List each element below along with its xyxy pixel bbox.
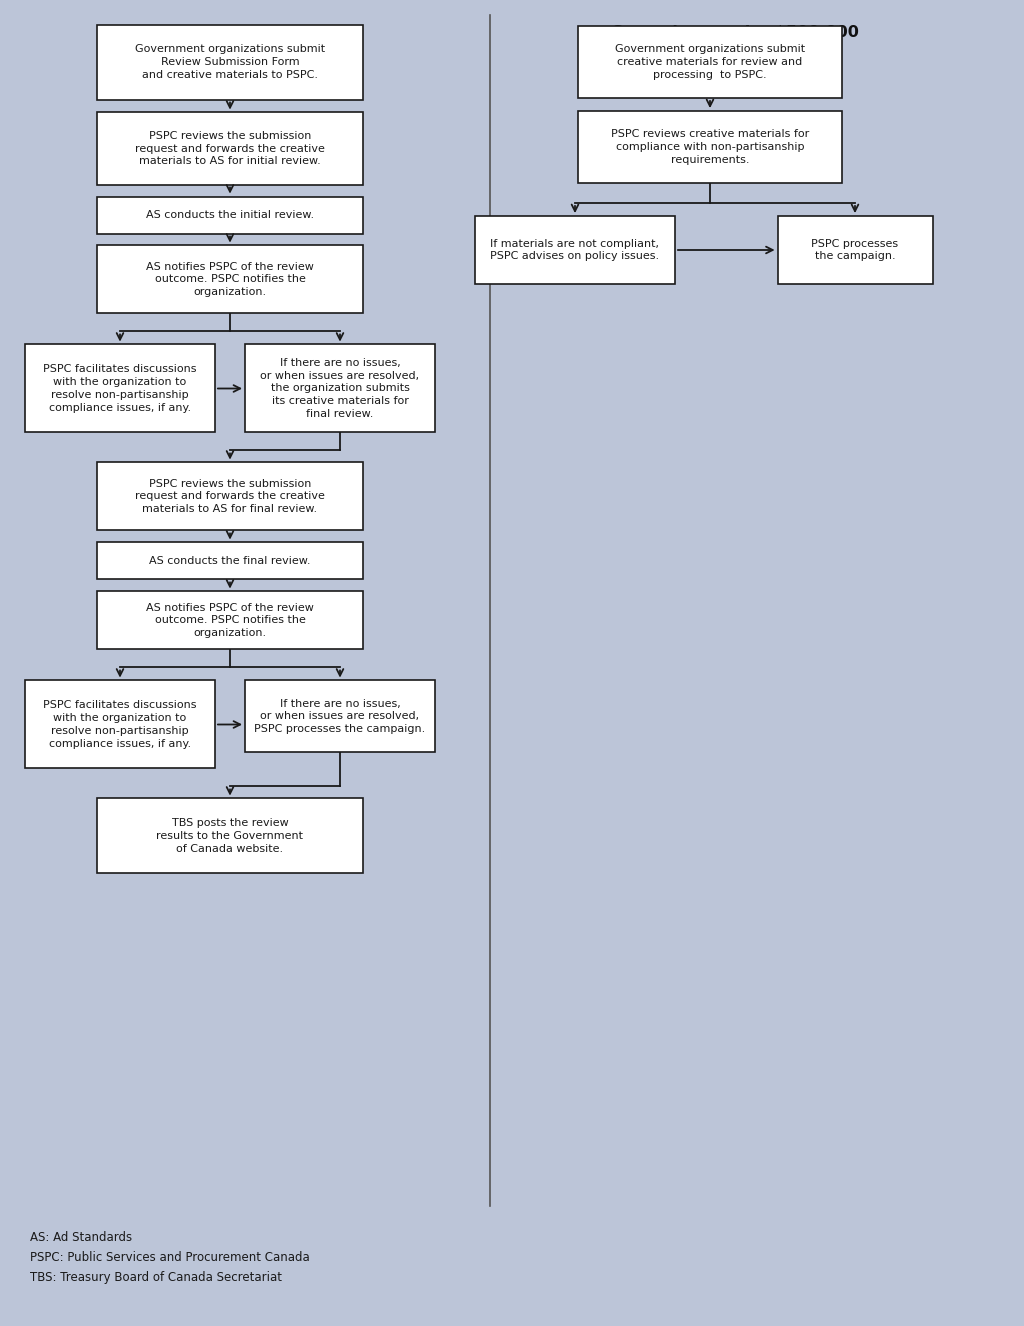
Text: Government organizations submit
creative materials for review and
processing  to: Government organizations submit creative… <box>615 44 805 80</box>
Text: PSPC facilitates discussions
with the organization to
resolve non-partisanship
c: PSPC facilitates discussions with the or… <box>43 365 197 412</box>
Text: PSPC facilitates discussions
with the organization to
resolve non-partisanship
c: PSPC facilitates discussions with the or… <box>43 700 197 749</box>
Text: If there are no issues,
or when issues are resolved,
PSPC processes the campaign: If there are no issues, or when issues a… <box>254 699 426 735</box>
Text: AS notifies PSPC of the review
outcome. PSPC notifies the
organization.: AS notifies PSPC of the review outcome. … <box>146 261 314 297</box>
Text: AS notifies PSPC of the review
outcome. PSPC notifies the
organization.: AS notifies PSPC of the review outcome. … <box>146 603 314 638</box>
Text: AS: Ad Standards
PSPC: Public Services and Procurement Canada
TBS: Treasury Boar: AS: Ad Standards PSPC: Public Services a… <box>30 1231 309 1284</box>
FancyBboxPatch shape <box>777 216 933 284</box>
FancyBboxPatch shape <box>245 680 435 752</box>
Text: If there are no issues,
or when issues are resolved,
the organization submits
it: If there are no issues, or when issues a… <box>260 358 420 419</box>
FancyBboxPatch shape <box>97 245 362 313</box>
Text: Campaigns over $500,000: Campaigns over $500,000 <box>113 24 347 40</box>
FancyBboxPatch shape <box>97 542 362 579</box>
FancyBboxPatch shape <box>97 463 362 530</box>
FancyBboxPatch shape <box>245 345 435 432</box>
Text: Government organizations submit
Review Submission Form
and creative materials to: Government organizations submit Review S… <box>135 44 325 80</box>
FancyBboxPatch shape <box>578 27 843 98</box>
Text: PSPC reviews creative materials for
compliance with non-partisanship
requirement: PSPC reviews creative materials for comp… <box>611 129 809 164</box>
FancyBboxPatch shape <box>25 345 215 432</box>
FancyBboxPatch shape <box>578 111 843 183</box>
FancyBboxPatch shape <box>475 216 675 284</box>
Text: TBS posts the review
results to the Government
of Canada website.: TBS posts the review results to the Gove… <box>157 818 303 854</box>
FancyBboxPatch shape <box>97 113 362 184</box>
FancyBboxPatch shape <box>97 591 362 650</box>
Text: AS conducts the final review.: AS conducts the final review. <box>150 556 310 566</box>
Text: PSPC processes
the campaign.: PSPC processes the campaign. <box>811 239 899 261</box>
Text: PSPC reviews the submission
request and forwards the creative
materials to AS fo: PSPC reviews the submission request and … <box>135 131 325 166</box>
Text: AS conducts the initial review.: AS conducts the initial review. <box>146 210 314 220</box>
Text: Campaigns under $500,000: Campaigns under $500,000 <box>611 24 859 40</box>
Text: If materials are not compliant,
PSPC advises on policy issues.: If materials are not compliant, PSPC adv… <box>490 239 659 261</box>
FancyBboxPatch shape <box>97 24 362 99</box>
Text: PSPC reviews the submission
request and forwards the creative
materials to AS fo: PSPC reviews the submission request and … <box>135 479 325 514</box>
FancyBboxPatch shape <box>25 680 215 769</box>
FancyBboxPatch shape <box>97 798 362 874</box>
FancyBboxPatch shape <box>97 196 362 233</box>
